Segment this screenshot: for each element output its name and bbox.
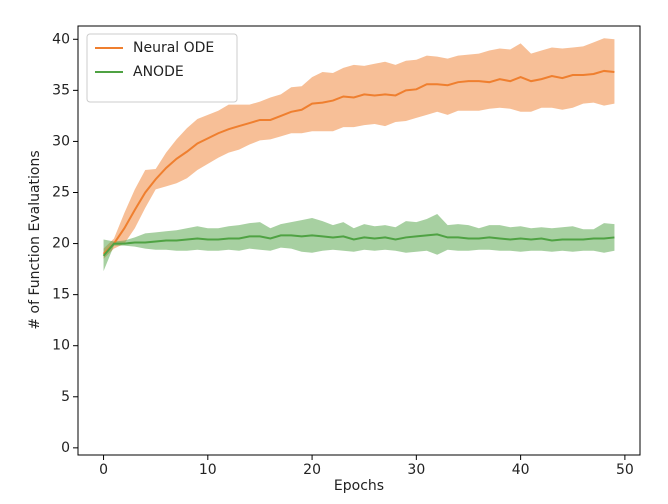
y-tick-label: 0 <box>61 440 70 456</box>
x-tick-label: 10 <box>199 462 217 478</box>
y-tick-label: 30 <box>52 133 70 149</box>
y-tick-label: 35 <box>52 82 70 98</box>
legend-box <box>86 33 238 103</box>
series-line <box>102 69 615 255</box>
x-tick-label: 30 <box>407 462 425 478</box>
x-tick-label: 20 <box>303 462 321 478</box>
y-tick-label: 5 <box>61 389 70 405</box>
x-tick-label: 0 <box>99 462 108 478</box>
y-tick-label: 40 <box>52 31 70 47</box>
y-tick-label: 15 <box>52 287 70 303</box>
error-band <box>103 38 615 259</box>
error-band <box>103 213 615 272</box>
x-tick-label: 50 <box>616 462 634 478</box>
y-tick-label: 20 <box>52 236 70 252</box>
y-tick-label: 25 <box>52 184 70 200</box>
legend-label: ANODE <box>133 64 184 80</box>
x-axis-label: Epochs <box>334 478 384 494</box>
x-tick-label: 40 <box>512 462 530 478</box>
legend-label: Neural ODE <box>133 40 214 56</box>
series-line <box>102 233 615 257</box>
plot-frame <box>77 25 641 456</box>
y-tick-label: 10 <box>52 338 70 354</box>
y-axis-label: # of Function Evaluations <box>27 150 43 329</box>
